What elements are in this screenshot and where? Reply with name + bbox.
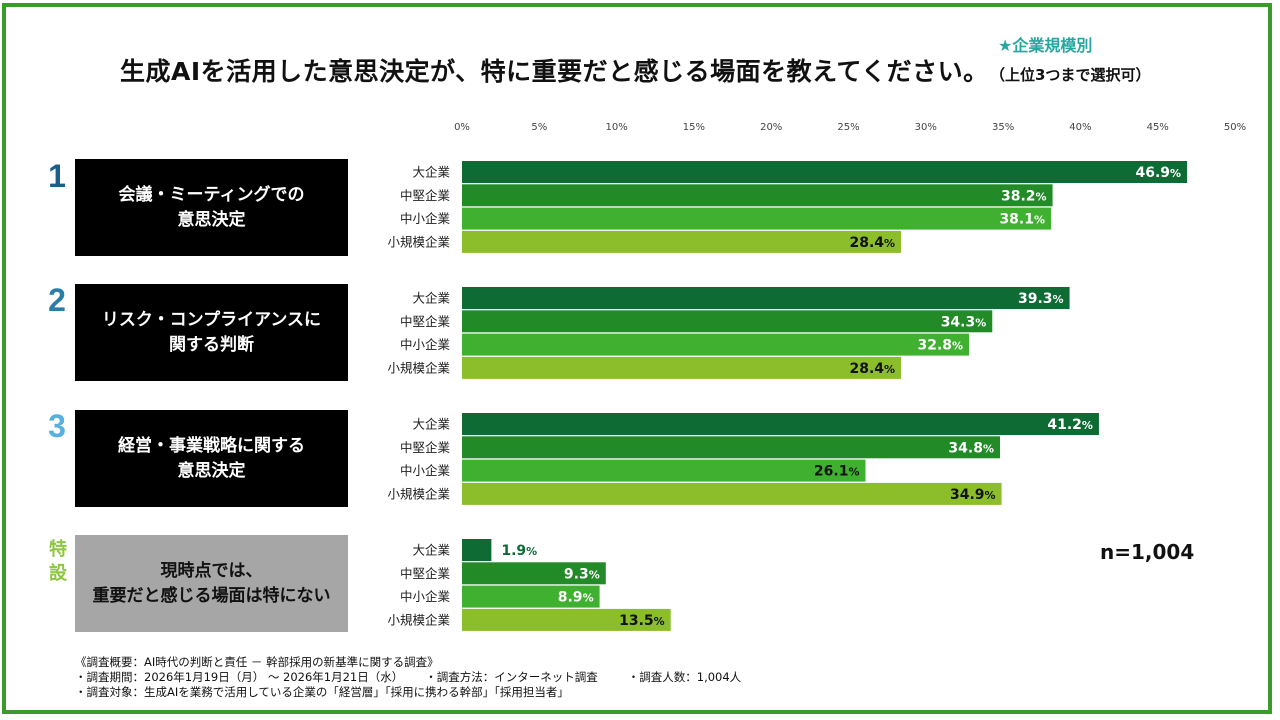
bar [462, 207, 1052, 230]
x-tick-label: 10% [605, 122, 627, 133]
group-label: 大企業 [412, 165, 450, 180]
value-label: 34.3% [941, 314, 987, 330]
group-label: 中小企業 [400, 463, 451, 478]
x-tick-label: 25% [837, 122, 859, 133]
x-tick-label: 0% [454, 122, 470, 133]
value-label: 34.9% [950, 487, 996, 503]
group-label: 小規模企業 [387, 612, 450, 627]
x-tick-label: 35% [992, 122, 1014, 133]
value-label: 13.5% [619, 613, 665, 629]
chart-subtitle: ★企業規模別 [998, 36, 1093, 55]
group-label: 大企業 [412, 417, 450, 432]
bar [462, 161, 1188, 183]
notes-count: ・調査人数：1,004人 [627, 670, 742, 684]
notes-period-line: ・調査期間：2026年1月19日（月） ～ 2026年1月21日（水） ・調査方法… [75, 670, 741, 685]
x-tick-label: 40% [1069, 122, 1091, 133]
title-note: （上位3つまで選択可） [990, 66, 1151, 84]
value-label: 9.3% [564, 566, 600, 582]
group-label: 中堅企業 [400, 188, 451, 203]
category-box-2: リスク・コンプライアンスに 関する判断 [75, 284, 348, 381]
bar [462, 287, 1070, 309]
category-box-1: 会議・ミーティングでの 意思決定 [75, 159, 348, 256]
bar [462, 333, 970, 356]
group-label: 大企業 [412, 543, 450, 558]
x-tick-label: 5% [531, 122, 547, 133]
group-label: 小規模企業 [387, 234, 450, 249]
x-tick-label: 30% [915, 122, 937, 133]
x-tick-label: 20% [760, 122, 782, 133]
value-label: 34.8% [948, 440, 994, 456]
group-label: 中小企業 [400, 211, 451, 226]
value-label: 38.2% [1001, 188, 1047, 204]
category-box-special: 現時点では、 重要だと感じる場面は特にない [75, 535, 348, 632]
sample-size-label: n=1,004 [1100, 540, 1195, 564]
bar [462, 585, 600, 608]
group-label: 中小企業 [400, 589, 451, 604]
notes-method: ・調査方法：インターネット調査 [425, 670, 598, 684]
bar [462, 459, 866, 482]
x-tick-label: 50% [1224, 122, 1246, 133]
rank-marker-2: 2 [48, 282, 66, 318]
notes-period: ・調査期間：2026年1月19日（月） ～ 2026年1月21日（水） [75, 670, 404, 684]
bar [462, 184, 1053, 207]
value-label: 39.3% [1018, 291, 1064, 307]
bar [462, 230, 902, 253]
bar [462, 539, 492, 561]
group-label: 小規模企業 [387, 486, 450, 501]
notes-title: 《調査概要：AI時代の判断と責任 － 幹部採用の新基準に関する調査》 [75, 655, 439, 669]
group-label: 中堅企業 [400, 440, 451, 455]
value-label: 28.4% [849, 361, 895, 377]
group-label: 小規模企業 [387, 360, 450, 375]
category-box-3: 経営・事業戦略に関する 意思決定 [75, 410, 348, 507]
bar [462, 482, 1002, 505]
x-tick-label: 45% [1147, 122, 1169, 133]
bar [462, 413, 1099, 435]
value-label: 1.9% [501, 543, 537, 559]
special-marker: 特 設 [49, 539, 67, 584]
group-label: 中小企業 [400, 337, 451, 352]
bar [462, 608, 671, 631]
group-label: 中堅企業 [400, 566, 451, 581]
bar [462, 310, 993, 333]
value-label: 28.4% [849, 235, 895, 251]
rank-marker-3: 3 [48, 408, 66, 444]
notes-target: ・調査対象：生成AIを業務で活用している企業の「経営層」「採用に携わる幹部」「採… [75, 685, 569, 699]
bar [462, 562, 606, 585]
value-label: 32.8% [918, 338, 964, 354]
value-label: 41.2% [1047, 417, 1093, 433]
group-label: 大企業 [412, 291, 450, 306]
bar [462, 436, 1001, 459]
bar [462, 356, 902, 379]
value-label: 8.9% [558, 590, 594, 606]
chart-title: 生成AIを活用した意思決定が、特に重要だと感じる場面を教えてください。 [120, 57, 989, 86]
survey-notes: 《調査概要：AI時代の判断と責任 － 幹部採用の新基準に関する調査》 ・調査期間… [75, 655, 741, 700]
x-tick-label: 15% [683, 122, 705, 133]
value-label: 38.1% [999, 212, 1045, 228]
value-label: 26.1% [814, 464, 860, 480]
rank-marker-1: 1 [48, 158, 66, 194]
group-label: 中堅企業 [400, 314, 451, 329]
value-label: 46.9% [1135, 165, 1181, 181]
